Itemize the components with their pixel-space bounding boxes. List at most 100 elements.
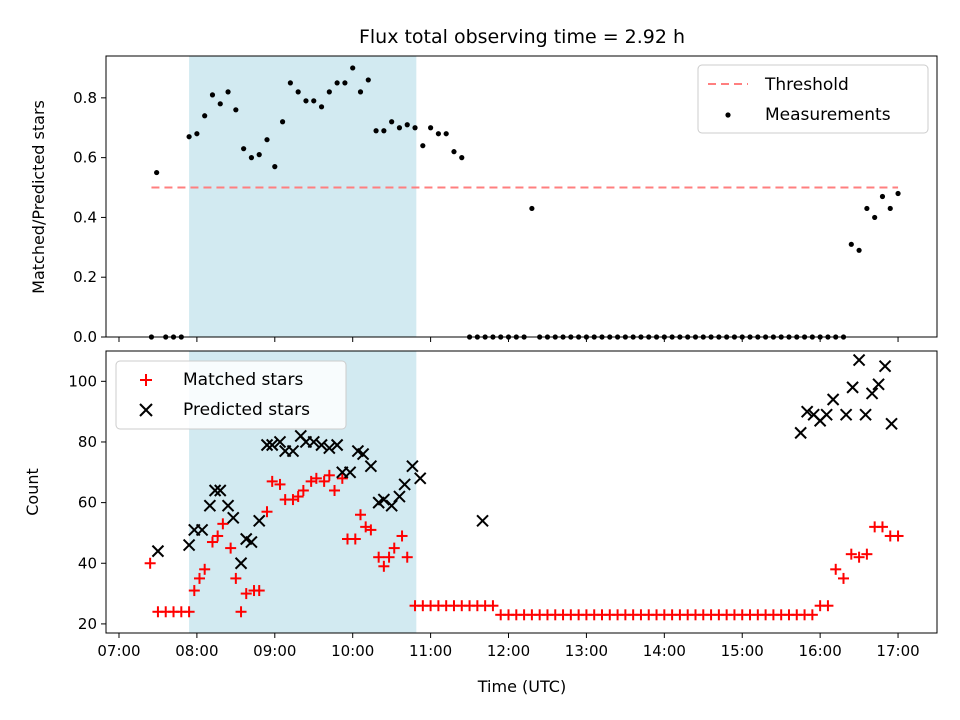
- measurement-point: [529, 205, 535, 212]
- matched-star-point: [396, 530, 408, 542]
- predicted-star-point: [343, 466, 357, 479]
- x-tick-label: 17:00: [876, 642, 919, 660]
- predicted-star-point: [377, 493, 391, 506]
- top-legend: Threshold Measurements: [697, 64, 929, 134]
- predicted-star-point: [800, 405, 814, 418]
- measurement-point: [428, 125, 434, 131]
- top-plot-frame: [105, 55, 938, 338]
- predicted-star-point: [182, 538, 196, 552]
- predicted-star-point: [872, 378, 885, 391]
- matched-star-point: [845, 548, 857, 560]
- measurement-point: [194, 131, 200, 137]
- matched-star-point: [188, 585, 200, 597]
- measurement-point: [217, 101, 223, 107]
- predicted-star-point: [865, 387, 879, 400]
- predicted-star-point: [398, 478, 411, 491]
- measurement-point: [895, 190, 901, 197]
- measurement-point: [365, 77, 371, 83]
- matched-star-point: [378, 560, 390, 572]
- legend-matched-label: Matched stars: [183, 370, 303, 390]
- measurement-point: [451, 149, 457, 155]
- matched-star-point: [261, 506, 273, 518]
- measurement-point: [287, 80, 293, 86]
- measurement-point: [279, 119, 286, 125]
- legend-threshold-label: Threshold: [764, 75, 849, 95]
- measurement-point: [404, 122, 410, 128]
- predicted-star-point: [859, 408, 872, 421]
- predicted-star-point: [151, 544, 165, 558]
- y-tick-label: 0.4: [73, 208, 97, 226]
- matched-star-point: [853, 551, 865, 563]
- bottom-panel: 20 40 60 80 100 07:00 08:00 09:00 10:00 11:00 12:…: [23, 350, 938, 696]
- matched-star-point: [144, 557, 156, 569]
- matched-star-point: [217, 518, 229, 530]
- chart-title: Flux total observing time = 2.92 h: [359, 26, 685, 48]
- predicted-star-point: [195, 523, 209, 537]
- predicted-star-point: [227, 511, 240, 524]
- measurement-point: [856, 247, 862, 253]
- x-tick-label: 15:00: [721, 642, 764, 660]
- predicted-star-point: [286, 444, 300, 458]
- measurement-point: [225, 89, 231, 95]
- predicted-star-point: [234, 557, 248, 570]
- measurement-point: [334, 80, 340, 86]
- measurement-point: [381, 128, 387, 134]
- predicted-star-point: [203, 499, 217, 512]
- predicted-star-point: [846, 381, 859, 394]
- legend-measurements-swatch: [725, 112, 731, 118]
- measurement-point: [412, 125, 418, 131]
- predicted-star-point: [364, 460, 378, 473]
- x-tick-label: 11:00: [409, 642, 452, 660]
- predicted-star-point: [273, 435, 287, 449]
- x-axis-label: Time (UTC): [477, 677, 566, 696]
- predicted-star-point: [820, 408, 833, 421]
- x-tick-label: 08:00: [175, 642, 218, 660]
- matched-star-point: [206, 536, 218, 548]
- matched-star-point: [266, 475, 278, 487]
- bottom-legend-box: [115, 360, 347, 430]
- measurement-point: [311, 98, 317, 104]
- legend-measurements-label: Measurements: [765, 105, 891, 125]
- matched-star-point: [373, 551, 385, 563]
- top-shaded-span: [189, 56, 417, 337]
- matched-star-point: [336, 472, 348, 484]
- measurement-point: [318, 104, 325, 110]
- x-tick-label: 12:00: [487, 642, 530, 660]
- measurement-point: [202, 113, 208, 119]
- top-y-axis-label: Matched/Predicted stars: [29, 100, 48, 294]
- predicted-star-point: [852, 353, 866, 367]
- measurement-point: [326, 89, 332, 95]
- measurement-point: [848, 241, 854, 247]
- measurement-point: [396, 125, 403, 131]
- legend-matched-swatch: [140, 374, 152, 386]
- matched-star-point: [274, 478, 286, 490]
- measurement-point: [295, 89, 301, 95]
- measurement-point: [154, 169, 160, 176]
- measurement-point: [256, 152, 262, 158]
- x-tick-label: 10:00: [331, 642, 374, 660]
- predicted-star-point: [393, 490, 406, 503]
- matched-star-point: [349, 533, 361, 545]
- matched-star-point: [253, 585, 265, 597]
- y-tick-label: 100: [68, 372, 97, 390]
- measurement-point: [864, 205, 870, 212]
- matched-star-point: [329, 484, 341, 496]
- y-tick-label: 0.2: [73, 268, 97, 286]
- predicted-star-point: [260, 438, 274, 452]
- predicted-star-point: [839, 408, 853, 421]
- measurement-point: [186, 134, 192, 140]
- matched-star-point: [354, 509, 366, 521]
- legend-predicted-swatch: [139, 403, 153, 417]
- legend-predicted-label: Predicted stars: [183, 400, 310, 420]
- predicted-star-point: [330, 438, 344, 452]
- measurement-point: [872, 214, 878, 221]
- x-tick-label: 14:00: [643, 642, 686, 660]
- measurement-point: [389, 119, 395, 125]
- matched-star-point: [310, 472, 322, 484]
- matched-star-point: [365, 524, 377, 536]
- matched-star-point: [861, 548, 873, 560]
- predicted-star-point: [253, 514, 266, 528]
- matched-star-point: [822, 600, 834, 612]
- matched-star-point: [292, 491, 304, 503]
- matched-star-point: [183, 606, 195, 618]
